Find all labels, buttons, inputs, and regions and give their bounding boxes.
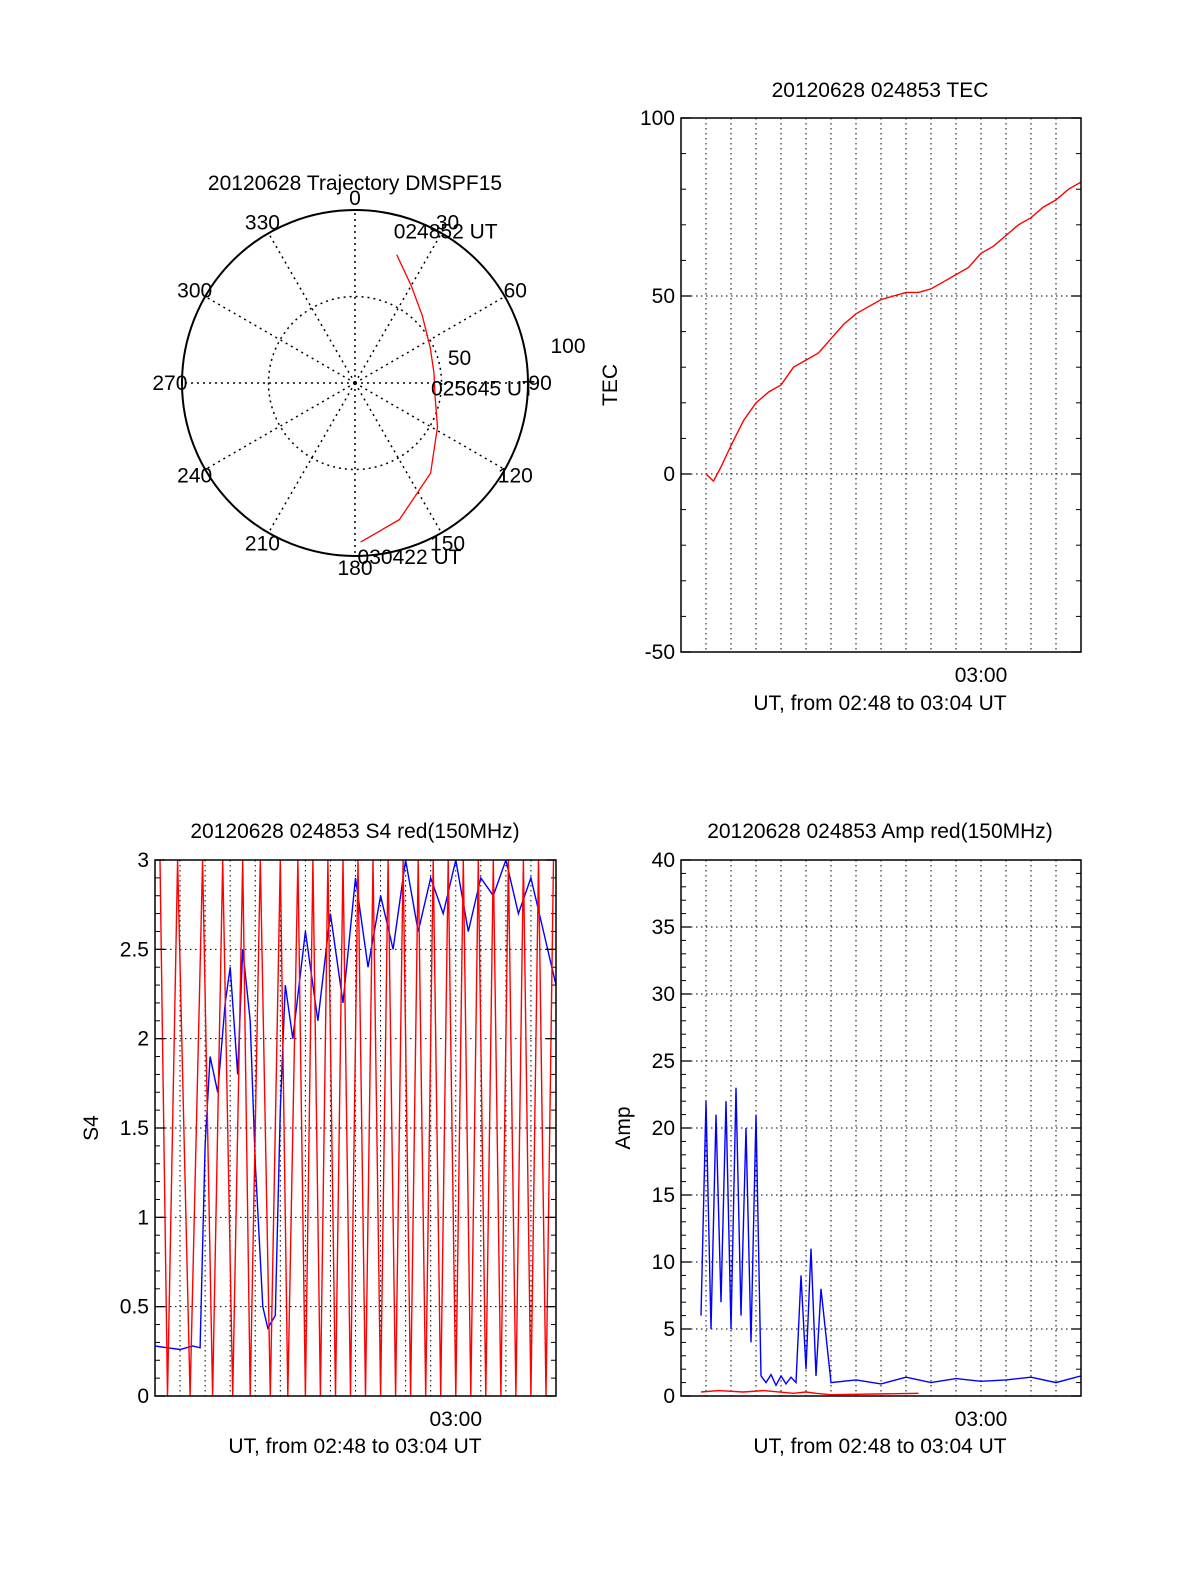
trajectory-line [360, 254, 439, 543]
series-line-0 [700, 1087, 1081, 1387]
angle-tick-label: 240 [177, 465, 212, 488]
y-tick-label: 1.5 [120, 1117, 149, 1140]
y-tick-label: 1 [137, 1206, 149, 1229]
series-line-0 [705, 181, 1081, 483]
tec-y-axis-label: TEC [599, 364, 622, 406]
spoke-30 [354, 232, 443, 384]
y-tick-label: 0 [663, 1385, 675, 1408]
s4-y-axis-label: S4 [80, 1115, 103, 1141]
series-line-1 [159, 860, 555, 1396]
outer-circle [181, 209, 529, 557]
trajectory-track [360, 254, 439, 543]
series-line-1 [700, 1389, 919, 1396]
spoke-120 [354, 382, 506, 471]
spoke-300 [204, 295, 356, 384]
spoke-240 [204, 382, 356, 471]
angle-tick-label: 150 [430, 532, 465, 555]
angle-tick-label: 120 [498, 465, 533, 488]
y-tick-label: 30 [652, 983, 675, 1006]
y-tick-label: 40 [652, 849, 675, 872]
spoke-60 [354, 295, 506, 384]
spoke-150 [354, 382, 443, 534]
y-tick-label: 0.5 [120, 1296, 149, 1319]
y-tick-label: 5 [663, 1318, 675, 1341]
spoke-210 [267, 382, 356, 534]
trajectory-labels: 0 30 60 90 120 150 180 210 240 270 300 330 50 100 0248… [152, 187, 585, 580]
x-tick-label: 03:00 [955, 664, 1008, 687]
tec-chart: 20120628 024853 TEC UT, from 02:48 to 03… [599, 79, 1082, 715]
amp-x-axis-label: UT, from 02:48 to 03:04 UT [753, 1435, 1006, 1458]
angle-tick-label: 210 [245, 532, 280, 555]
angle-tick-label: 180 [337, 557, 372, 580]
inner-circle [267, 295, 443, 471]
y-tick-label: 10 [652, 1251, 675, 1274]
radial-tick-label: 50 [448, 347, 471, 370]
trajectory-time-label: 025645 UT [431, 377, 535, 400]
angle-tick-label: 60 [504, 279, 527, 302]
angle-tick-label: 270 [152, 372, 187, 395]
s4-chart: 20120628 024853 S4 red(150MHz) UT, from … [80, 820, 557, 1458]
y-tick-label: 25 [652, 1050, 675, 1073]
s4-title: 20120628 024853 S4 red(150MHz) [190, 820, 519, 843]
series-line-0 [155, 860, 556, 1351]
angle-tick-label: 0 [349, 187, 361, 210]
amp-title: 20120628 024853 Amp red(150MHz) [707, 820, 1053, 843]
trajectory-chart: 20120628 Trajectory DMSPF15 0 30 60 90 120 15… [152, 172, 585, 580]
y-tick-label: 0 [137, 1385, 149, 1408]
spoke-330 [267, 232, 356, 384]
trajectory-time-label: 030422 UT [358, 546, 462, 569]
y-tick-label: 20 [652, 1117, 675, 1140]
trajectory-title: 20120628 Trajectory DMSPF15 [208, 172, 502, 195]
angle-tick-label: 330 [245, 212, 280, 235]
y-tick-label: -50 [645, 641, 675, 664]
y-tick-label: 100 [640, 107, 675, 130]
y-tick-label: 0 [663, 463, 675, 486]
angle-tick-label: 300 [177, 279, 212, 302]
x-tick-label: 03:00 [429, 1408, 482, 1431]
y-tick-label: 15 [652, 1184, 675, 1207]
trajectory-grid [181, 209, 529, 557]
x-tick-label: 03:00 [955, 1408, 1008, 1431]
s4-x-axis-label: UT, from 02:48 to 03:04 UT [228, 1435, 481, 1458]
tec-title: 20120628 024853 TEC [772, 79, 989, 102]
amp-y-axis-label: Amp [612, 1106, 635, 1149]
y-tick-label: 2 [137, 1028, 149, 1051]
angle-tick-label: 90 [528, 372, 551, 395]
angle-tick-label: 30 [436, 212, 459, 235]
tec-x-axis-label: UT, from 02:48 to 03:04 UT [753, 692, 1006, 715]
y-tick-label: 35 [652, 916, 675, 939]
plot-frame [680, 117, 1082, 653]
trajectory-time-label: 024852 UT [394, 221, 498, 244]
radial-tick-label: 100 [550, 335, 585, 358]
y-tick-label: 3 [137, 849, 149, 872]
amp-chart: 20120628 024853 Amp red(150MHz) UT, from… [612, 820, 1082, 1458]
y-tick-label: 50 [652, 285, 675, 308]
y-tick-label: 2.5 [120, 938, 149, 961]
